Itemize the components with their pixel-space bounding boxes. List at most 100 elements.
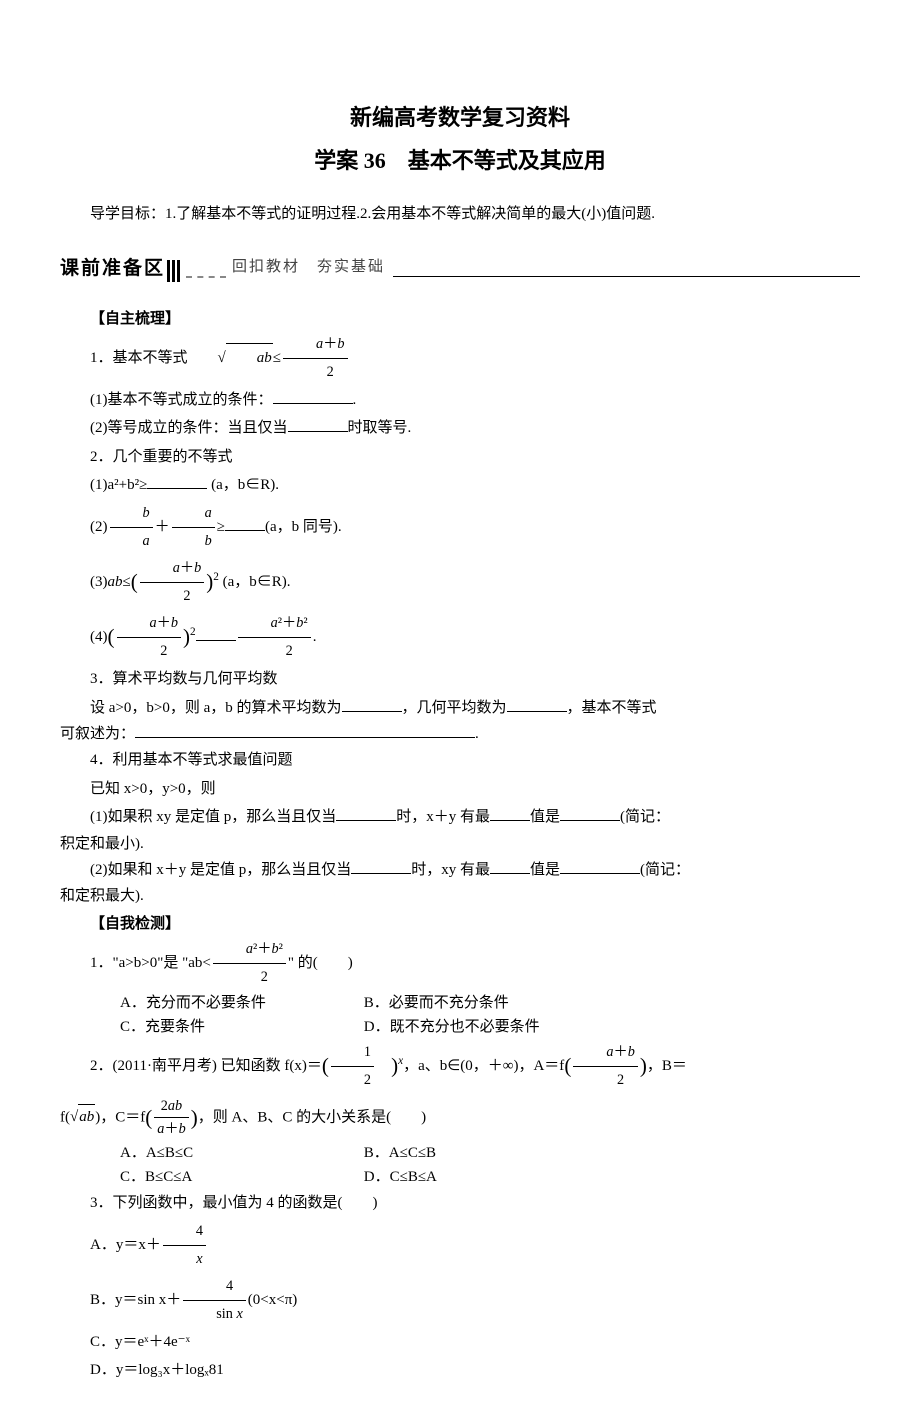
q1-option-b[interactable]: B．必要而不充分条件	[364, 995, 509, 1011]
text: .	[475, 726, 479, 742]
text: (简记：	[620, 809, 670, 825]
fraction: 12	[331, 1039, 374, 1094]
fill-blank[interactable]	[336, 806, 396, 821]
banner-stripes-icon	[167, 260, 180, 282]
item-2-1: (1)a²+b²≥ (a，b∈R).	[60, 471, 860, 500]
text: (2)等号成立的条件：当且仅当	[90, 420, 288, 436]
fill-blank[interactable]	[560, 806, 620, 821]
text: (2)如果和 x＋y 是定值 p，那么当且仅当	[90, 862, 351, 878]
q1-row-cd: C．充要条件 D．既不充分也不必要条件	[60, 1015, 860, 1039]
sqrt-icon: ab	[70, 1104, 95, 1129]
fraction: ba	[110, 500, 153, 555]
fill-blank[interactable]	[273, 389, 353, 404]
fill-blank[interactable]	[288, 417, 348, 432]
text: 设 a>0，b>0，则 a，b 的算术平均数为	[90, 700, 342, 716]
q1-option-c[interactable]: C．充要条件	[90, 1015, 360, 1039]
fill-blank[interactable]	[351, 859, 411, 874]
item-4-1: (1)如果积 xy 是定值 p，那么当且仅当 时，x＋y 有最 值是 (简记：	[60, 803, 860, 832]
text: 值是	[530, 809, 560, 825]
text: 时取等号.	[348, 420, 412, 436]
q3-option-c[interactable]: C．y＝eˣ＋4e⁻ˣ	[60, 1328, 860, 1357]
item-1-1: (1)基本不等式成立的条件：.	[60, 386, 860, 415]
q2-row-cd: C．B≤C≤A D．C≤B≤A	[60, 1165, 860, 1189]
item-2-head: 2．几个重要的不等式	[60, 443, 860, 472]
fill-blank[interactable]	[490, 859, 530, 874]
item-2-3: (3)ab≤(a＋b2)2 (a，b∈R).	[60, 555, 860, 610]
banner-label: 课前准备区	[60, 254, 165, 286]
item-3-2: 可叙述为：.	[60, 722, 860, 746]
item-1-head: 1．基本不等式ab≤a＋b2	[60, 331, 860, 386]
q2-row-ab: A．A≤B≤C B．A≤C≤B	[60, 1141, 860, 1165]
fill-blank[interactable]	[507, 697, 567, 712]
item-2-2: (2)ba＋ab≥(a，b 同号).	[60, 500, 860, 555]
fill-blank[interactable]	[342, 697, 402, 712]
text: ，a、b∈(0，＋∞)，A＝f	[403, 1058, 564, 1074]
text: (a，b 同号).	[265, 519, 342, 535]
text: (1)基本不等式成立的条件：	[90, 392, 273, 408]
banner-subtitle: 回扣教材 夯实基础	[232, 255, 385, 279]
text: B．y＝sin x＋	[90, 1292, 181, 1308]
text: (1)a²+b²≥	[90, 477, 147, 493]
text: (0<x<π)	[248, 1292, 297, 1308]
item-4-0: 已知 x>0，y>0，则	[60, 775, 860, 804]
text: " 的( )	[288, 955, 353, 971]
text: 值是	[530, 862, 560, 878]
item-3-head: 3．算术平均数与几何平均数	[60, 665, 860, 694]
q3-option-a[interactable]: A．y＝x＋4x	[60, 1218, 860, 1273]
text: 1．基本不等式	[90, 350, 188, 366]
q3-option-b[interactable]: B．y＝sin x＋4sin x(0<x<π)	[60, 1273, 860, 1328]
q2-option-d[interactable]: D．C≤B≤A	[364, 1169, 437, 1185]
heading-selfstudy: 【自主梳理】	[60, 307, 860, 331]
item-4-2-tail: 和定积最大).	[60, 884, 860, 908]
item-4-head: 4．利用基本不等式求最值问题	[60, 746, 860, 775]
q2-stem-2: f(ab)，C＝f(2aba＋b)，则 A、B、C 的大小关系是( )	[60, 1095, 860, 1142]
text: (简记：	[640, 862, 690, 878]
item-1-2: (2)等号成立的条件：当且仅当 时取等号.	[60, 414, 860, 443]
fill-blank[interactable]	[560, 859, 640, 874]
section-banner: 课前准备区 回扣教材 夯实基础	[60, 254, 860, 286]
fraction: 2aba＋b	[154, 1095, 189, 1142]
banner-dashes	[186, 276, 226, 278]
q2-option-c[interactable]: C．B≤C≤A	[90, 1165, 360, 1189]
fraction: 4x	[163, 1218, 206, 1273]
text: (a，b∈R).	[207, 477, 279, 493]
fill-blank[interactable]	[490, 806, 530, 821]
text: 可叙述为：	[60, 726, 135, 742]
fraction: a＋b2	[283, 331, 348, 386]
fraction: a＋b2	[117, 610, 182, 665]
title-main: 新编高考数学复习资料	[60, 100, 860, 135]
text: .	[353, 392, 357, 408]
fraction: 4sin x	[183, 1273, 246, 1328]
text: .	[313, 629, 317, 645]
fill-blank[interactable]	[225, 516, 265, 531]
text: (a，b∈R).	[219, 574, 291, 590]
q2-option-a[interactable]: A．A≤B≤C	[90, 1141, 360, 1165]
item-3-1: 设 a>0，b>0，则 a，b 的算术平均数为，几何平均数为，基本不等式	[60, 694, 860, 723]
q3-option-d[interactable]: D．y＝log₃x＋logₓ81	[60, 1356, 860, 1385]
learning-objective: 导学目标：1.了解基本不等式的证明过程.2.会用基本不等式解决简单的最大(小)值…	[60, 202, 860, 226]
fill-blank[interactable]	[147, 474, 207, 489]
text: A．y＝x＋	[90, 1237, 161, 1253]
text: 时，x＋y 有最	[396, 809, 490, 825]
text: (1)如果积 xy 是定值 p，那么当且仅当	[90, 809, 336, 825]
q2-option-b[interactable]: B．A≤C≤B	[364, 1145, 436, 1161]
q1-option-a[interactable]: A．充分而不必要条件	[90, 991, 360, 1015]
fraction: a²＋b²2	[238, 610, 311, 665]
text: )，C＝f	[95, 1109, 145, 1125]
fill-blank[interactable]	[135, 723, 475, 738]
fill-blank[interactable]	[196, 626, 236, 641]
item-4-2: (2)如果和 x＋y 是定值 p，那么当且仅当时，xy 有最值是(简记：	[60, 856, 860, 885]
text: ，B＝	[647, 1058, 687, 1074]
sqrt-icon: ab	[188, 343, 273, 373]
text: 2．(2011·南平月考) 已知函数 f(x)＝	[90, 1058, 322, 1074]
fraction: a²＋b²2	[213, 936, 286, 991]
q1-stem: 1．"a>b>0"是 "ab<a²＋b²2" 的( )	[60, 936, 860, 991]
q1-option-d[interactable]: D．既不充分也不必要条件	[364, 1019, 540, 1035]
text: f(	[60, 1109, 70, 1125]
q2-stem-1: 2．(2011·南平月考) 已知函数 f(x)＝(12 )x，a、b∈(0，＋∞…	[60, 1039, 860, 1094]
q3-stem: 3．下列函数中，最小值为 4 的函数是( )	[60, 1189, 860, 1218]
fraction: ab	[172, 500, 215, 555]
text: ，基本不等式	[567, 700, 657, 716]
banner-underline	[393, 276, 860, 277]
q1-row-ab: A．充分而不必要条件 B．必要而不充分条件	[60, 991, 860, 1015]
